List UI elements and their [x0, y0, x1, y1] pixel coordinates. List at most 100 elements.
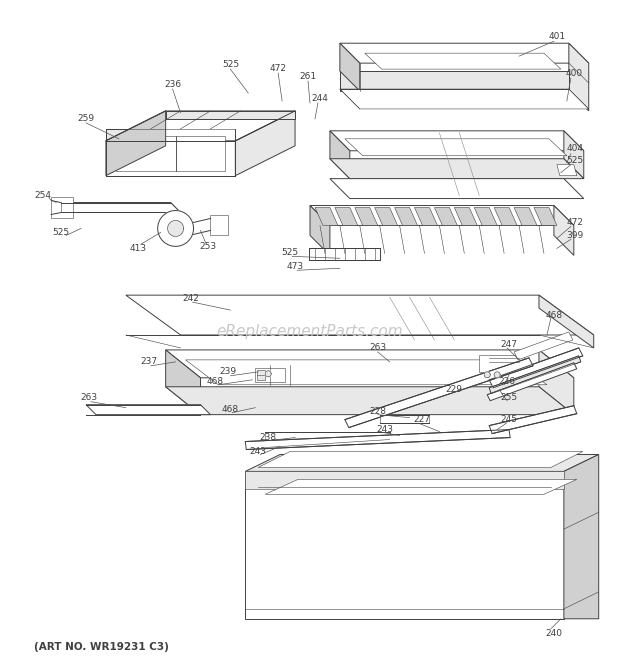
Polygon shape — [340, 89, 589, 109]
Text: 247: 247 — [500, 340, 518, 350]
Polygon shape — [175, 136, 226, 171]
Polygon shape — [494, 208, 517, 225]
Polygon shape — [489, 406, 577, 434]
Text: 243: 243 — [250, 447, 267, 456]
Text: 468: 468 — [222, 405, 239, 414]
Polygon shape — [564, 131, 584, 178]
Text: 245: 245 — [500, 415, 518, 424]
Polygon shape — [454, 208, 477, 225]
Polygon shape — [340, 71, 569, 91]
Polygon shape — [557, 165, 577, 176]
Text: 236: 236 — [164, 79, 181, 89]
Polygon shape — [265, 371, 271, 377]
Text: 263: 263 — [81, 393, 97, 402]
Polygon shape — [394, 208, 417, 225]
Text: 525: 525 — [53, 228, 69, 237]
Polygon shape — [246, 430, 510, 449]
Polygon shape — [564, 455, 599, 619]
Polygon shape — [166, 387, 574, 414]
Polygon shape — [539, 350, 574, 414]
Polygon shape — [265, 432, 389, 440]
Text: 404: 404 — [566, 144, 583, 153]
Polygon shape — [494, 372, 500, 378]
Text: 472: 472 — [566, 218, 583, 227]
Text: 238: 238 — [260, 433, 277, 442]
Polygon shape — [246, 455, 599, 471]
Polygon shape — [310, 206, 330, 255]
Polygon shape — [106, 141, 236, 176]
Polygon shape — [539, 295, 594, 348]
Polygon shape — [246, 471, 564, 619]
Text: 413: 413 — [129, 244, 146, 253]
Polygon shape — [51, 196, 73, 219]
Polygon shape — [259, 451, 583, 467]
Text: 472: 472 — [270, 63, 286, 73]
Polygon shape — [166, 350, 200, 414]
Text: 243: 243 — [376, 425, 393, 434]
Text: 399: 399 — [566, 231, 583, 240]
Text: 227: 227 — [413, 415, 430, 424]
Polygon shape — [340, 43, 589, 63]
Polygon shape — [265, 479, 577, 494]
Text: 254: 254 — [35, 191, 51, 200]
Polygon shape — [345, 358, 533, 428]
Polygon shape — [309, 249, 379, 260]
Text: 255: 255 — [500, 393, 518, 402]
Polygon shape — [554, 206, 574, 255]
Text: 525: 525 — [566, 156, 583, 165]
Text: 468: 468 — [546, 311, 562, 319]
Polygon shape — [330, 131, 584, 151]
Polygon shape — [345, 139, 567, 156]
Polygon shape — [474, 208, 497, 225]
Text: 244: 244 — [311, 95, 329, 104]
Text: 263: 263 — [369, 344, 386, 352]
Polygon shape — [489, 348, 583, 388]
Text: 473: 473 — [286, 262, 304, 271]
Text: 240: 240 — [546, 629, 562, 639]
Polygon shape — [415, 208, 438, 225]
Polygon shape — [569, 43, 589, 111]
Polygon shape — [365, 53, 561, 69]
Polygon shape — [61, 202, 180, 212]
Text: 226: 226 — [498, 377, 516, 386]
Text: eReplacementParts.com: eReplacementParts.com — [216, 325, 404, 340]
Polygon shape — [106, 111, 295, 141]
Text: 400: 400 — [565, 69, 582, 77]
Text: 468: 468 — [207, 377, 224, 386]
Polygon shape — [435, 208, 458, 225]
Polygon shape — [210, 215, 228, 235]
Polygon shape — [487, 363, 577, 401]
Polygon shape — [534, 208, 557, 225]
Polygon shape — [310, 206, 574, 225]
Polygon shape — [185, 360, 547, 385]
Text: 401: 401 — [548, 32, 565, 41]
Polygon shape — [236, 111, 295, 176]
Text: 229: 229 — [446, 385, 463, 394]
Text: 237: 237 — [140, 358, 157, 366]
Polygon shape — [374, 208, 397, 225]
Polygon shape — [479, 355, 524, 372]
Polygon shape — [514, 332, 573, 360]
Text: 242: 242 — [182, 293, 199, 303]
Text: 239: 239 — [220, 368, 237, 376]
Polygon shape — [167, 221, 184, 237]
Polygon shape — [330, 131, 350, 178]
Polygon shape — [257, 370, 265, 380]
Polygon shape — [489, 356, 581, 394]
Polygon shape — [116, 136, 175, 171]
Polygon shape — [379, 414, 430, 422]
Polygon shape — [166, 350, 574, 378]
Polygon shape — [355, 208, 378, 225]
Polygon shape — [255, 368, 285, 382]
Text: 261: 261 — [299, 71, 317, 81]
Text: 228: 228 — [369, 407, 386, 416]
Text: 525: 525 — [222, 59, 239, 69]
Polygon shape — [157, 210, 193, 247]
Polygon shape — [514, 208, 537, 225]
Polygon shape — [315, 208, 338, 225]
Polygon shape — [335, 208, 358, 225]
Polygon shape — [340, 43, 360, 91]
Polygon shape — [484, 372, 490, 378]
Polygon shape — [106, 111, 166, 176]
Polygon shape — [126, 295, 594, 335]
